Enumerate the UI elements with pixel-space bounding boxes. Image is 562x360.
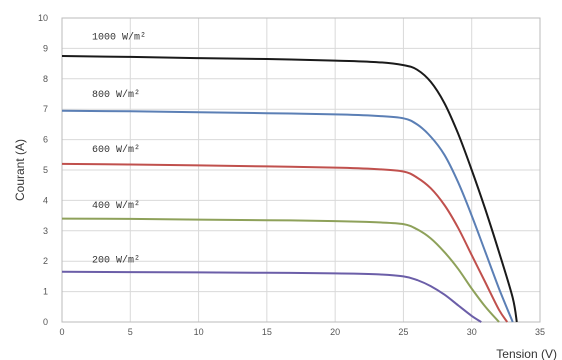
series-line xyxy=(61,162,509,323)
x-axis-title: Tension (V) xyxy=(496,347,557,360)
y-tick-label: 5 xyxy=(43,165,48,175)
series-line xyxy=(61,217,500,323)
y-tick-label: 4 xyxy=(43,195,48,205)
series-label: 1000 W/m² xyxy=(92,31,146,43)
y-tick-label: 10 xyxy=(38,13,48,23)
series-line xyxy=(61,270,482,323)
plot-frame xyxy=(61,17,541,323)
y-tick-label: 1 xyxy=(43,287,48,297)
series-group xyxy=(61,55,518,323)
y-tick-label: 9 xyxy=(43,43,48,53)
x-tick-label: 15 xyxy=(262,327,272,337)
y-axis-title: Courant (A) xyxy=(13,139,27,201)
series-line xyxy=(61,109,514,323)
y-axis-ticks: 0 1 2 3 4 5 6 7 8 9 10 xyxy=(38,13,48,327)
series-label: 400 W/m² xyxy=(92,200,140,212)
series-labels: 1000 W/m² 800 W/m² 600 W/m² 400 W/m² 200 W/m… xyxy=(92,31,146,266)
series-label: 800 W/m² xyxy=(92,89,140,101)
y-tick-label: 0 xyxy=(43,317,48,327)
x-tick-label: 35 xyxy=(535,327,545,337)
y-tick-label: 2 xyxy=(43,256,48,266)
x-tick-label: 0 xyxy=(59,327,64,337)
y-tick-label: 7 xyxy=(43,104,48,114)
x-tick-label: 20 xyxy=(330,327,340,337)
x-tick-label: 25 xyxy=(398,327,408,337)
x-axis-ticks: 0 5 10 15 20 25 30 35 xyxy=(59,327,545,337)
series-label: 600 W/m² xyxy=(92,144,140,156)
x-tick-label: 5 xyxy=(128,327,133,337)
y-tick-label: 6 xyxy=(43,135,48,145)
y-tick-label: 8 xyxy=(43,74,48,84)
grid xyxy=(61,17,541,323)
y-tick-label: 3 xyxy=(43,226,48,236)
series-line xyxy=(61,55,518,323)
x-tick-label: 30 xyxy=(467,327,477,337)
x-tick-label: 10 xyxy=(194,327,204,337)
series-label: 200 W/m² xyxy=(92,255,140,267)
